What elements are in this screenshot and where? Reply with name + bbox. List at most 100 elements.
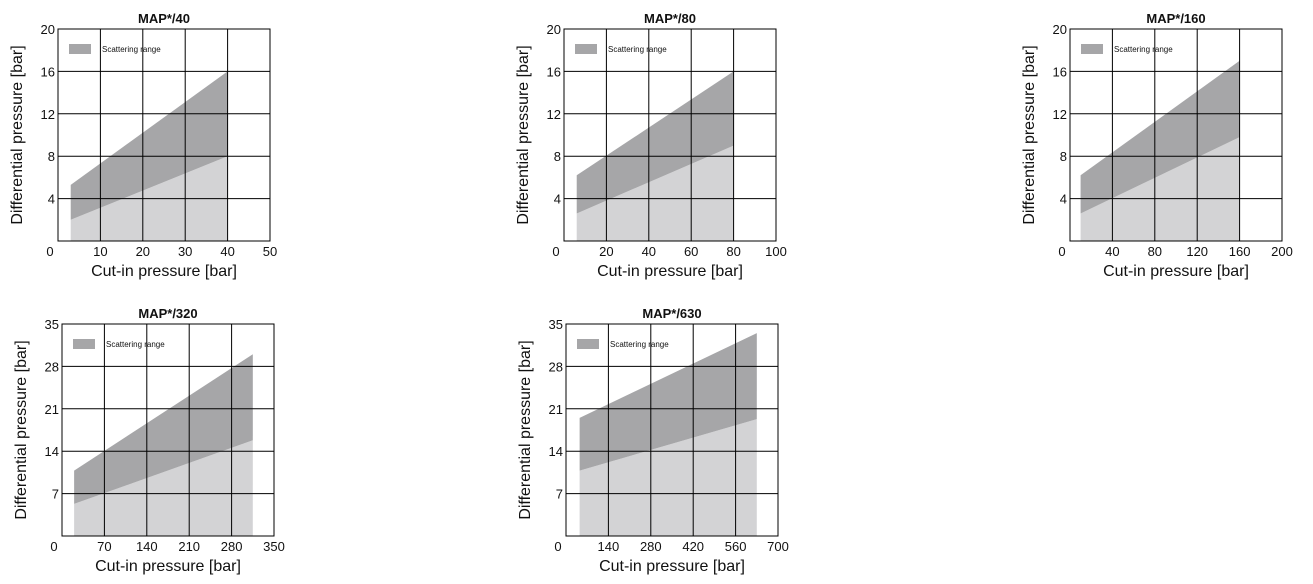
x-tick-label: 50 (263, 244, 277, 259)
x-tick-label: 160 (1229, 244, 1251, 259)
lower-region (1080, 137, 1240, 241)
origin-tick-label: 0 (46, 244, 53, 259)
y-tick-label: 20 (547, 22, 561, 37)
plot-frame (565, 323, 779, 537)
x-tick-label: 20 (136, 244, 150, 259)
x-tick-label: 40 (220, 244, 234, 259)
y-axis-label: Differential pressure [bar] (1021, 45, 1038, 224)
chart-4: MAP*/320 0 70 140 210 280 350 7 14 21 28 35 Cut-in p… (13, 306, 285, 575)
scattering-range-band (74, 354, 253, 504)
chart-1: MAP*/40 0 10 20 30 40 50 4 8 12 16 20 Cut-in pressur… (9, 11, 277, 280)
x-axis-label: Cut-in pressure [bar] (91, 263, 237, 280)
y-tick-label: 12 (41, 107, 55, 122)
x-tick-label: 80 (726, 244, 740, 259)
chart-3: MAP*/160 0 40 80 120 160 200 4 8 12 16 20 Cut-in pre… (1021, 11, 1293, 280)
y-tick-label: 12 (547, 107, 561, 122)
y-tick-label: 4 (554, 192, 561, 207)
chart-title: MAP*/160 (1146, 11, 1205, 26)
legend-label: Scattering range (610, 340, 669, 349)
origin-tick-label: 0 (1058, 244, 1065, 259)
lower-region (576, 145, 734, 241)
y-tick-label: 35 (549, 317, 563, 332)
legend-label: Scattering range (102, 45, 161, 54)
legend-label: Scattering range (1114, 45, 1173, 54)
legend-swatch (69, 44, 91, 54)
plot-frame (61, 323, 275, 537)
x-tick-label: 20 (599, 244, 613, 259)
y-tick-label: 12 (1053, 107, 1067, 122)
chart-title: MAP*/40 (138, 11, 190, 26)
x-tick-label: 40 (1105, 244, 1119, 259)
y-tick-label: 8 (48, 149, 55, 164)
y-tick-label: 14 (549, 444, 563, 459)
x-axis-label: Cut-in pressure [bar] (95, 558, 241, 575)
y-tick-label: 20 (1053, 22, 1067, 37)
legend-swatch (577, 339, 599, 349)
y-tick-label: 28 (45, 359, 59, 374)
chart-title: MAP*/320 (138, 306, 197, 321)
x-axis-label: Cut-in pressure [bar] (1103, 263, 1249, 280)
x-tick-label: 120 (1186, 244, 1208, 259)
x-tick-label: 30 (178, 244, 192, 259)
x-tick-label: 280 (221, 539, 243, 554)
y-axis-label: Differential pressure [bar] (515, 45, 532, 224)
origin-tick-label: 0 (554, 539, 561, 554)
y-tick-label: 4 (1060, 192, 1067, 207)
legend-swatch (575, 44, 597, 54)
origin-tick-label: 0 (50, 539, 57, 554)
x-tick-label: 210 (178, 539, 200, 554)
x-tick-label: 700 (767, 539, 789, 554)
x-tick-label: 350 (263, 539, 285, 554)
y-tick-label: 28 (549, 359, 563, 374)
legend-swatch (1081, 44, 1103, 54)
y-tick-label: 21 (549, 402, 563, 417)
chart-5: MAP*/630 0 140 280 420 560 700 7 14 21 28 35 Cut-in … (517, 306, 789, 575)
x-tick-label: 100 (765, 244, 787, 259)
legend-swatch (73, 339, 95, 349)
chart-2: MAP*/80 0 20 40 60 80 100 4 8 12 16 20 Cut-in pressu… (515, 11, 787, 280)
y-tick-label: 16 (41, 64, 55, 79)
plot-frame (563, 28, 777, 242)
y-tick-label: 8 (1060, 149, 1067, 164)
legend-label: Scattering range (106, 340, 165, 349)
y-tick-label: 4 (48, 192, 55, 207)
y-tick-label: 14 (45, 444, 59, 459)
x-tick-label: 70 (97, 539, 111, 554)
y-tick-label: 16 (1053, 64, 1067, 79)
y-tick-label: 7 (556, 487, 563, 502)
x-tick-label: 80 (1148, 244, 1162, 259)
x-axis-label: Cut-in pressure [bar] (599, 558, 745, 575)
y-tick-label: 16 (547, 64, 561, 79)
chart-title: MAP*/80 (644, 11, 696, 26)
lower-region (74, 440, 253, 536)
y-axis-label: Differential pressure [bar] (9, 45, 26, 224)
y-tick-label: 7 (52, 487, 59, 502)
origin-tick-label: 0 (552, 244, 559, 259)
scattering-range-band (576, 71, 734, 214)
scattering-range-band (579, 333, 757, 471)
x-tick-label: 140 (136, 539, 158, 554)
y-axis-label: Differential pressure [bar] (517, 340, 534, 519)
x-tick-label: 60 (684, 244, 698, 259)
lower-region (579, 419, 757, 536)
x-tick-label: 420 (682, 539, 704, 554)
chart-title: MAP*/630 (642, 306, 701, 321)
scattering-range-band (70, 71, 228, 220)
x-tick-label: 560 (725, 539, 747, 554)
x-tick-label: 10 (93, 244, 107, 259)
x-tick-label: 40 (642, 244, 656, 259)
x-tick-label: 140 (598, 539, 620, 554)
y-axis-label: Differential pressure [bar] (13, 340, 30, 519)
y-tick-label: 35 (45, 317, 59, 332)
scattering-range-band (1080, 60, 1240, 214)
y-tick-label: 8 (554, 149, 561, 164)
y-tick-label: 21 (45, 402, 59, 417)
x-axis-label: Cut-in pressure [bar] (597, 263, 743, 280)
x-tick-label: 280 (640, 539, 662, 554)
legend-label: Scattering range (608, 45, 667, 54)
plot-frame (57, 28, 271, 242)
plot-frame (1069, 28, 1283, 242)
x-tick-label: 200 (1271, 244, 1293, 259)
y-tick-label: 20 (41, 22, 55, 37)
